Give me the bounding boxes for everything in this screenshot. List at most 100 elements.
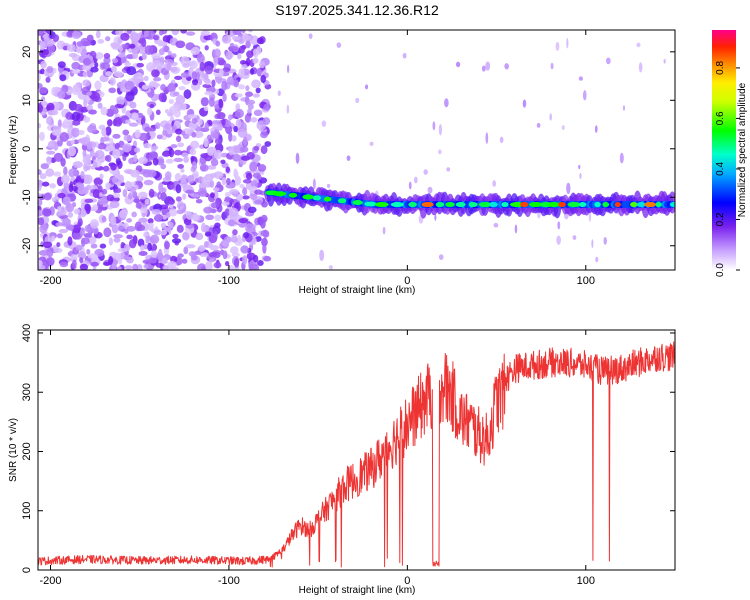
- x-tick-label: -200: [39, 275, 61, 287]
- noise-blob: [141, 212, 146, 218]
- noise-blob: [146, 62, 156, 72]
- noise-blob: [185, 31, 196, 36]
- noise-blob: [159, 229, 168, 236]
- speckle: [636, 42, 641, 48]
- noise-blob: [162, 264, 169, 270]
- noise-blob: [38, 73, 41, 82]
- noise-blob: [170, 144, 178, 149]
- noise-blob: [226, 76, 235, 86]
- noise-blob: [190, 46, 201, 56]
- noise-blob: [210, 192, 215, 199]
- noise-blob: [188, 251, 196, 257]
- noise-blob: [172, 233, 179, 239]
- signal-peak: [501, 202, 509, 208]
- noise-blob: [165, 158, 174, 164]
- noise-blob: [89, 149, 95, 157]
- signal-peak: [567, 202, 581, 208]
- noise-blob: [109, 104, 116, 112]
- noise-blob: [89, 218, 99, 229]
- noise-blob: [163, 45, 170, 53]
- noise-blob: [254, 199, 263, 205]
- noise-blob: [68, 168, 76, 178]
- noise-blob: [213, 171, 224, 179]
- noise-blob: [160, 84, 167, 91]
- noise-blob: [213, 48, 221, 59]
- noise-blob: [136, 175, 144, 183]
- noise-blob: [180, 72, 191, 78]
- noise-blob: [111, 223, 119, 234]
- noise-blob: [189, 60, 198, 69]
- noise-blob: [230, 246, 239, 255]
- noise-blob: [134, 129, 141, 139]
- noise-blob: [47, 142, 55, 149]
- noise-blob: [181, 130, 186, 136]
- signal-peak: [455, 202, 466, 208]
- noise-blob: [164, 122, 172, 130]
- noise-blob: [208, 97, 215, 108]
- noise-blob: [144, 126, 151, 133]
- speckle: [346, 155, 351, 161]
- noise-blob: [252, 93, 260, 98]
- x-tick-label: 0: [404, 575, 410, 587]
- noise-blob: [94, 80, 102, 90]
- noise-blob: [122, 154, 127, 162]
- speckle: [549, 113, 553, 121]
- signal-peak: [510, 202, 524, 208]
- noise-blob: [100, 62, 111, 70]
- noise-blob: [122, 188, 128, 198]
- noise-blob: [103, 56, 111, 64]
- noise-blob: [87, 253, 98, 260]
- noise-blob: [75, 244, 83, 251]
- signal-peak: [602, 202, 610, 208]
- spectrogram-x-label: Height of straight line (km): [299, 285, 416, 296]
- speckle: [619, 152, 624, 164]
- noise-blob: [256, 37, 264, 45]
- noise-blob: [94, 52, 104, 60]
- speckle: [514, 224, 518, 234]
- noise-blob: [128, 158, 134, 165]
- noise-blob: [162, 257, 168, 264]
- noise-blob: [169, 66, 178, 73]
- noise-blob: [158, 92, 167, 103]
- noise-blob: [97, 142, 107, 150]
- noise-blob: [78, 129, 85, 136]
- noise-blob: [63, 166, 68, 176]
- noise-blob: [212, 187, 220, 192]
- noise-blob: [49, 183, 57, 189]
- spectrogram-x-axis: -200 -100 0 100: [39, 30, 595, 287]
- noise-blob: [112, 176, 118, 184]
- noise-blob: [209, 244, 220, 251]
- noise-blob: [103, 227, 112, 238]
- noise-blob: [141, 84, 149, 90]
- noise-blob: [232, 153, 242, 162]
- noise-blob: [58, 228, 69, 234]
- noise-blob: [153, 229, 162, 236]
- noise-blob: [225, 166, 230, 174]
- signal-peak: [520, 202, 529, 208]
- noise-blob: [262, 243, 267, 254]
- speckle: [556, 235, 561, 245]
- noise-blob: [59, 74, 67, 82]
- noise-blob: [51, 129, 62, 136]
- noise-blob: [249, 68, 255, 75]
- noise-blob: [248, 30, 253, 33]
- chart-title: S197.2025.341.12.36.R12: [275, 2, 439, 18]
- noise-blob: [67, 146, 77, 157]
- noise-blob: [253, 146, 260, 151]
- colorbar-ticks: 0.0 0.2 0.4 0.6 0.8: [715, 61, 740, 277]
- y-tick-label: 400: [21, 324, 33, 342]
- noise-blob: [111, 66, 117, 73]
- noise-blob: [88, 109, 97, 115]
- noise-blob: [39, 223, 48, 234]
- noise-blob: [113, 71, 123, 78]
- noise-blob: [209, 180, 215, 188]
- noise-blob: [262, 117, 271, 126]
- noise-blob: [71, 69, 81, 74]
- noise-blob: [94, 62, 99, 68]
- noise-blob: [126, 30, 133, 34]
- snr-series-line: [38, 341, 675, 568]
- y-tick-label: 200: [21, 442, 33, 460]
- noise-blob: [133, 154, 138, 163]
- noise-blob: [45, 76, 51, 83]
- noise-blob: [201, 265, 207, 270]
